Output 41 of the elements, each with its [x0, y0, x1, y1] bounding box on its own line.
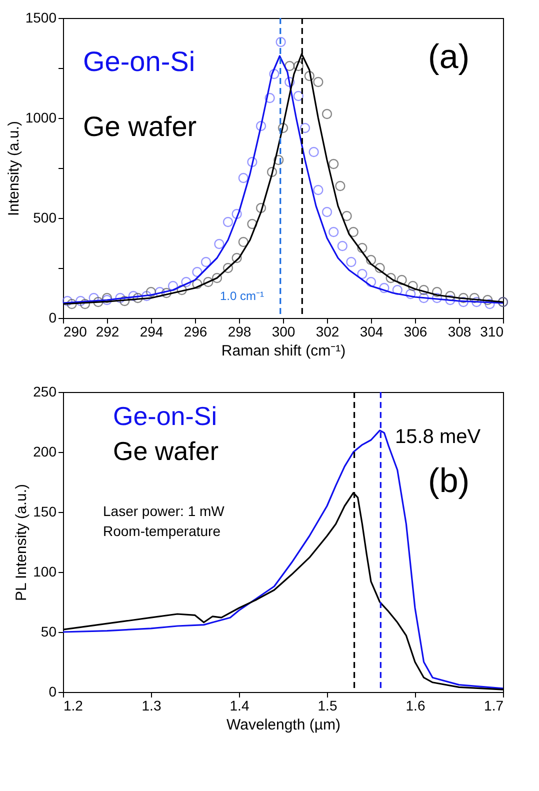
x-axis-title: Wavelength (µm): [226, 716, 340, 734]
x-axis-title: Raman shift (cm⁻¹): [221, 342, 346, 360]
y-tick-label: 500: [33, 210, 57, 226]
text: Ge-on-Si: [83, 46, 196, 77]
x-tick-label: 308: [448, 324, 472, 340]
y-tick-label: 50: [40, 624, 57, 640]
x-tick-label: 1.5: [318, 698, 338, 714]
x-tick-label: 300: [272, 324, 296, 340]
y-tick-label: 200: [33, 444, 57, 460]
text: Ge wafer: [83, 111, 197, 142]
y-tick-label: 1500: [25, 10, 57, 26]
y-tick-label: 0: [48, 310, 57, 326]
annotation: 15.8 meV: [395, 426, 482, 448]
y-tick-label: 1000: [25, 110, 57, 126]
x-tick-label: 304: [360, 324, 384, 340]
y-tick-label: 150: [33, 504, 57, 520]
x-tick-label: 296: [184, 324, 208, 340]
y-tick-label: 0: [48, 684, 57, 700]
x-tick-label: 294: [140, 324, 164, 340]
x-tick-label: 1.7: [484, 698, 504, 714]
annotation: (b): [428, 462, 470, 500]
text: Ge wafer: [113, 436, 219, 466]
x-tick-label: 1.2: [64, 698, 84, 714]
annotation: Laser power: 1 mW: [103, 503, 226, 519]
y-axis-title: PL Intensity (a.u.): [13, 484, 30, 601]
x-tick-label: 306: [404, 324, 428, 340]
x-tick-label: 302: [316, 324, 340, 340]
y-axis-title: Intensity (a.u.): [5, 120, 22, 216]
x-tick-label: 1.4: [230, 698, 250, 714]
y-tick-label: 100: [33, 564, 57, 580]
x-tick-label: 298: [228, 324, 252, 340]
annotation: 1.0 cm⁻¹: [220, 289, 264, 303]
x-tick-label: 1.3: [142, 698, 162, 714]
annotation: Room-temperature: [103, 523, 221, 539]
x-tick-label: 310: [480, 324, 504, 340]
x-tick-label: 290: [64, 324, 88, 340]
annotation: (a): [428, 38, 470, 76]
text: Ge-on-Si: [113, 401, 218, 431]
x-tick-label: 1.6: [406, 698, 426, 714]
y-tick-label: 250: [33, 384, 57, 400]
x-tick-label: 292: [96, 324, 120, 340]
